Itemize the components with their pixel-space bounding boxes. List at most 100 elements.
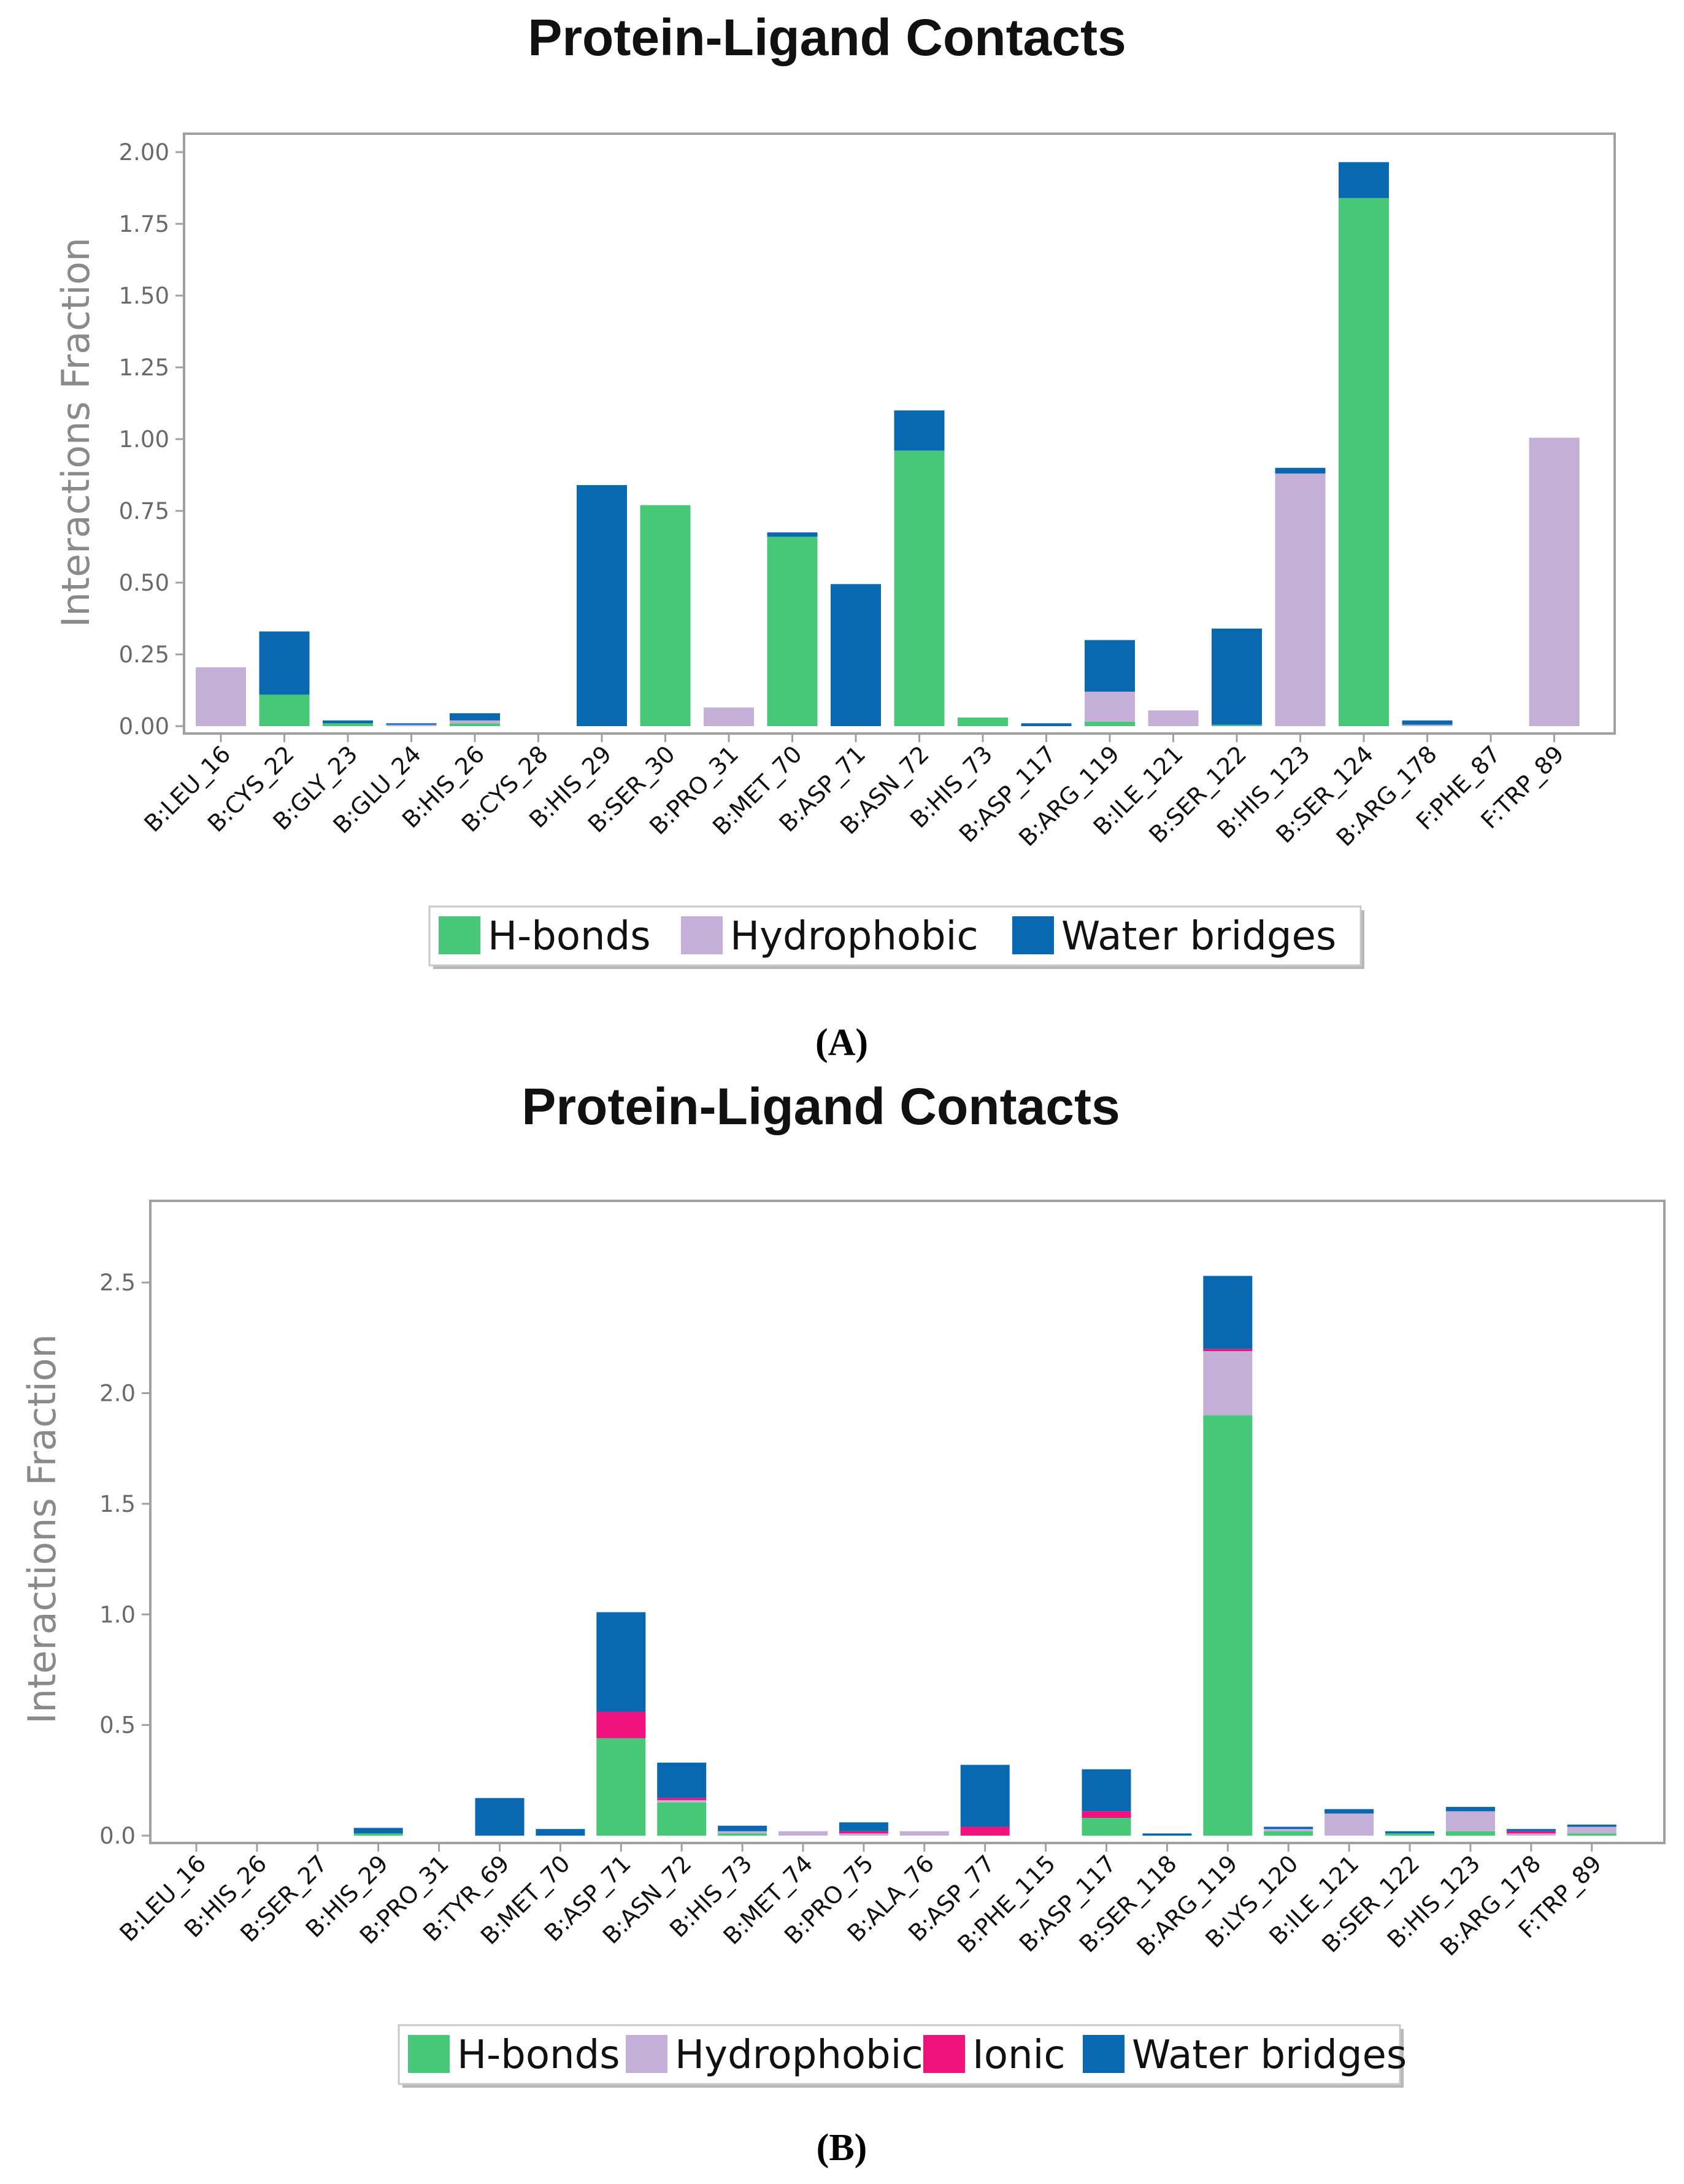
- legend-a: H-bonds Hydrophobic Water bridges: [428, 905, 1364, 969]
- bar-segment-ionic: [657, 1798, 707, 1801]
- bar-segment-water-bridges: [839, 1822, 888, 1831]
- y-ticks-a: 0.00 0.25 0.50 0.75 1.00 1.25 1.50 1.75 2.00: [119, 139, 184, 740]
- bar-segment-hydrophobic: [1203, 1351, 1253, 1416]
- y-axis-label-a: Interactions Fraction: [53, 237, 98, 627]
- bar-segment-water-bridges: [894, 410, 945, 451]
- legend-label: Hydrophobic: [730, 914, 978, 959]
- bar-segment-h-bonds: [767, 537, 818, 726]
- y-tick-label: 0.00: [119, 713, 169, 740]
- bar-segment-water-bridges: [536, 1829, 585, 1836]
- bar-segment-h-bonds: [1082, 1818, 1131, 1836]
- bar-segment-h-bonds: [1567, 1833, 1617, 1836]
- bar-segment-h-bonds: [1339, 197, 1389, 726]
- bar-segment-h-bonds: [894, 450, 945, 726]
- bar-segment-water-bridges: [1325, 1809, 1374, 1814]
- bar-segment-water-bridges: [596, 1612, 646, 1712]
- bar-segment-h-bonds: [450, 723, 500, 726]
- bar-segment-water-bridges: [450, 713, 500, 721]
- bar-segment-hydrophobic: [1402, 724, 1453, 726]
- chart-title-a: Protein-Ligand Contacts: [528, 9, 1126, 66]
- bar-segment-hydrophobic: [196, 667, 246, 726]
- y-tick-label: 2.0: [99, 1381, 136, 1407]
- bar-segment-water-bridges: [1445, 1807, 1495, 1812]
- legend-swatch: [439, 916, 480, 954]
- bar-segment-water-bridges: [353, 1828, 403, 1834]
- y-tick-label: 2.5: [99, 1270, 136, 1296]
- y-tick-label: 2.00: [119, 139, 169, 166]
- legend-label: H-bonds: [488, 914, 651, 959]
- bar-segment-h-bonds: [1203, 1415, 1253, 1836]
- x-ticks-b: B:LEU_16B:HIS_26B:SER_27B:HIS_29B:PRO_31…: [115, 1843, 1607, 1961]
- bar-segment-water-bridges: [323, 720, 373, 724]
- bar-segment-water-bridges: [960, 1764, 1010, 1827]
- y-ticks-b: 0.0 0.5 1.0 1.5 2.0 2.5: [99, 1270, 150, 1849]
- bar-segment-hydrophobic: [1567, 1826, 1617, 1834]
- bar-segment-water-bridges: [1085, 640, 1135, 692]
- bar-segment-hydrophobic: [1148, 710, 1199, 726]
- bar-segment-h-bonds: [718, 1833, 767, 1836]
- bar-segment-hydrophobic: [1506, 1833, 1556, 1836]
- bar-segment-water-bridges: [1506, 1829, 1556, 1831]
- legend-box: [428, 905, 1362, 967]
- legend-swatch: [626, 2035, 667, 2073]
- x-ticks-a: B:LEU_16B:CYS_22B:GLY_23B:GLU_24B:HIS_26…: [139, 734, 1569, 851]
- bar-segment-water-bridges: [718, 1825, 767, 1831]
- y-tick-label: 1.00: [119, 426, 169, 453]
- plot-frame-a: [183, 132, 1616, 735]
- bar-segment-hydrophobic: [779, 1831, 828, 1836]
- bar-segment-water-bridges: [1203, 1276, 1253, 1349]
- legend-box: [398, 2024, 1401, 2085]
- legend-label: Ionic: [972, 2033, 1066, 2078]
- bar-segment-h-bonds: [1385, 1833, 1434, 1836]
- panel-a: Protein-Ligand Contacts Interactions Fra…: [53, 9, 1616, 1063]
- legend-label: H-bonds: [457, 2033, 620, 2078]
- bar-segment-ionic: [960, 1826, 1010, 1836]
- bar-segment-water-bridges: [1142, 1833, 1192, 1836]
- y-axis-label-b: Interactions Fraction: [20, 1334, 64, 1724]
- bar-segment-water-bridges: [259, 631, 310, 695]
- bar-segment-water-bridges: [657, 1762, 707, 1798]
- y-tick-label: 0.75: [119, 498, 169, 524]
- bar-segment-water-bridges: [386, 723, 437, 725]
- bar-segment-h-bonds: [353, 1833, 403, 1836]
- bar-segment-ionic: [596, 1711, 646, 1739]
- bar-segment-hydrophobic: [1085, 691, 1135, 722]
- y-tick-label: 1.50: [119, 283, 169, 309]
- bar-segment-h-bonds: [596, 1738, 646, 1836]
- bar-segment-h-bonds: [657, 1802, 707, 1836]
- legend-swatch: [923, 2035, 965, 2073]
- bar-segment-ionic: [1203, 1349, 1253, 1351]
- bar-segment-h-bonds: [1212, 724, 1262, 726]
- legend-b: H-bonds Hydrophobic Ionic Water bridges: [398, 2024, 1407, 2088]
- bar-segment-hydrophobic: [704, 707, 754, 726]
- y-tick-label: 0.25: [119, 642, 169, 668]
- bar-segment-hydrophobic: [1325, 1813, 1374, 1836]
- bar-segment-hydrophobic: [657, 1800, 707, 1803]
- bar-segment-ionic: [839, 1831, 888, 1834]
- bars-a: [196, 162, 1580, 726]
- chart-title-b: Protein-Ligand Contacts: [521, 1078, 1120, 1135]
- legend-swatch: [1083, 2035, 1125, 2073]
- panel-label-a: (A): [815, 1022, 868, 1063]
- bar-segment-h-bonds: [1085, 721, 1135, 726]
- bar-segment-hydrophobic: [1529, 437, 1580, 726]
- bar-segment-hydrophobic: [1445, 1811, 1495, 1831]
- bar-segment-hydrophobic: [450, 720, 500, 724]
- y-tick-label: 0.50: [119, 570, 169, 596]
- legend-swatch: [1012, 916, 1054, 954]
- bar-segment-water-bridges: [1264, 1826, 1313, 1830]
- bar-segment-hydrophobic: [718, 1831, 767, 1834]
- bar-segment-hydrophobic: [1275, 473, 1326, 726]
- bar-segment-h-bonds: [1445, 1831, 1495, 1836]
- y-tick-label: 1.25: [119, 354, 169, 381]
- bar-segment-water-bridges: [577, 485, 627, 726]
- bar-segment-water-bridges: [767, 532, 818, 537]
- legend-swatch: [681, 916, 723, 954]
- legend-label: Water bridges: [1132, 2033, 1407, 2078]
- bar-segment-hydrophobic: [899, 1831, 949, 1836]
- y-tick-label: 1.0: [99, 1601, 136, 1628]
- bar-segment-water-bridges: [1082, 1769, 1131, 1812]
- legend-swatch: [408, 2035, 450, 2073]
- bar-segment-h-bonds: [323, 723, 373, 726]
